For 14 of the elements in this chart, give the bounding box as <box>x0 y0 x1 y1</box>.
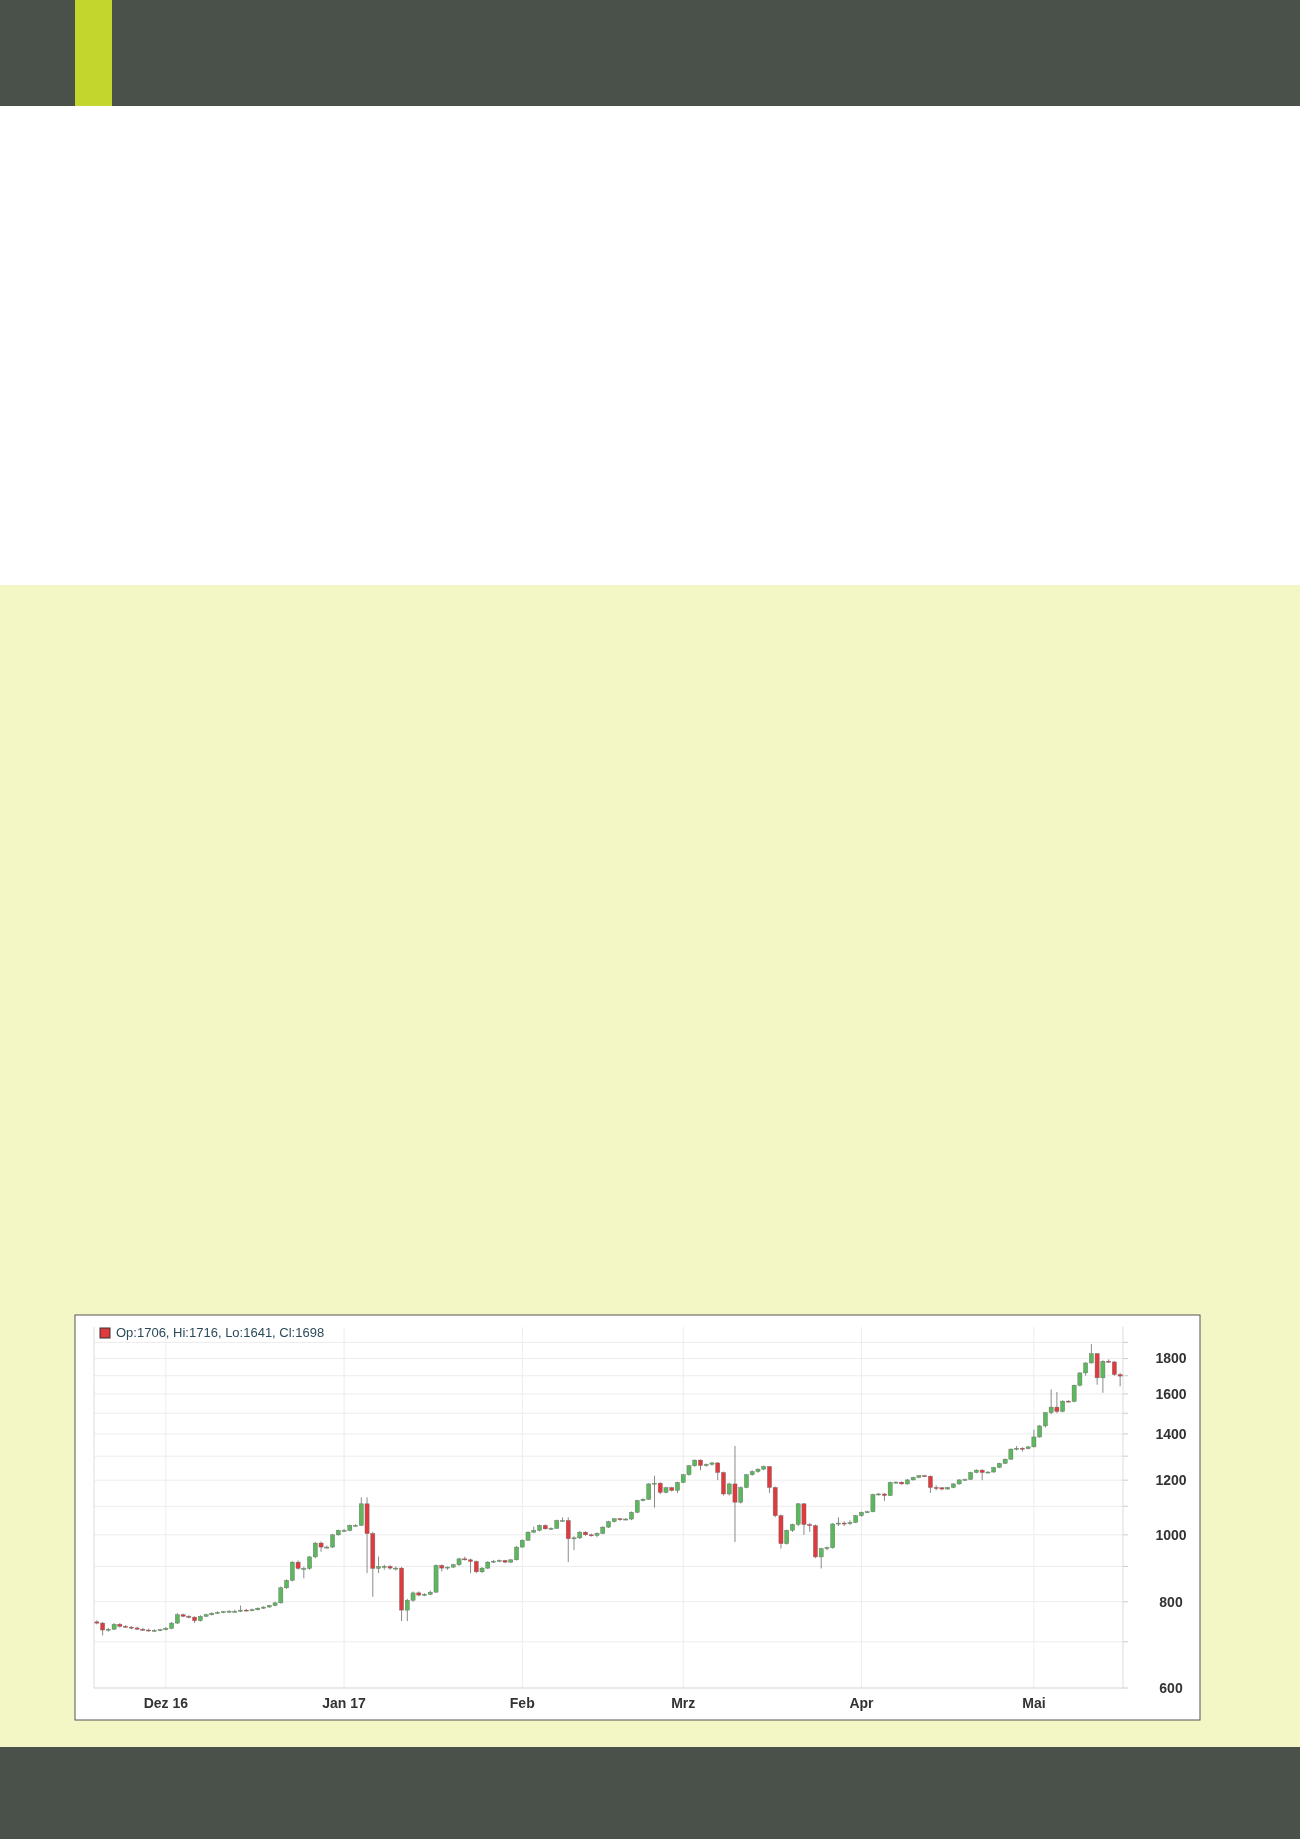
x-tick-label: Dez 16 <box>143 1695 189 1711</box>
y-tick-label: 1000 <box>1155 1526 1187 1543</box>
x-tick-label: Mrz <box>671 1695 696 1711</box>
y-tick-label: 1200 <box>1155 1472 1187 1489</box>
x-tick-label: Jan 17 <box>322 1695 367 1711</box>
legend-label: Op:1706, Hi:1716, Lo:1641, Cl:1698 <box>116 1325 325 1340</box>
y-tick-label: 1800 <box>1155 1350 1187 1367</box>
y-tick-label: 600 <box>1159 1679 1183 1696</box>
x-tick-label: Feb <box>509 1695 535 1711</box>
y-tick-label: 800 <box>1159 1593 1183 1610</box>
y-tick-label: 1400 <box>1155 1425 1187 1442</box>
y-tick-label: 1600 <box>1155 1385 1187 1402</box>
x-tick-label: Apr <box>849 1695 875 1711</box>
x-tick-label: Mai <box>1022 1695 1046 1711</box>
